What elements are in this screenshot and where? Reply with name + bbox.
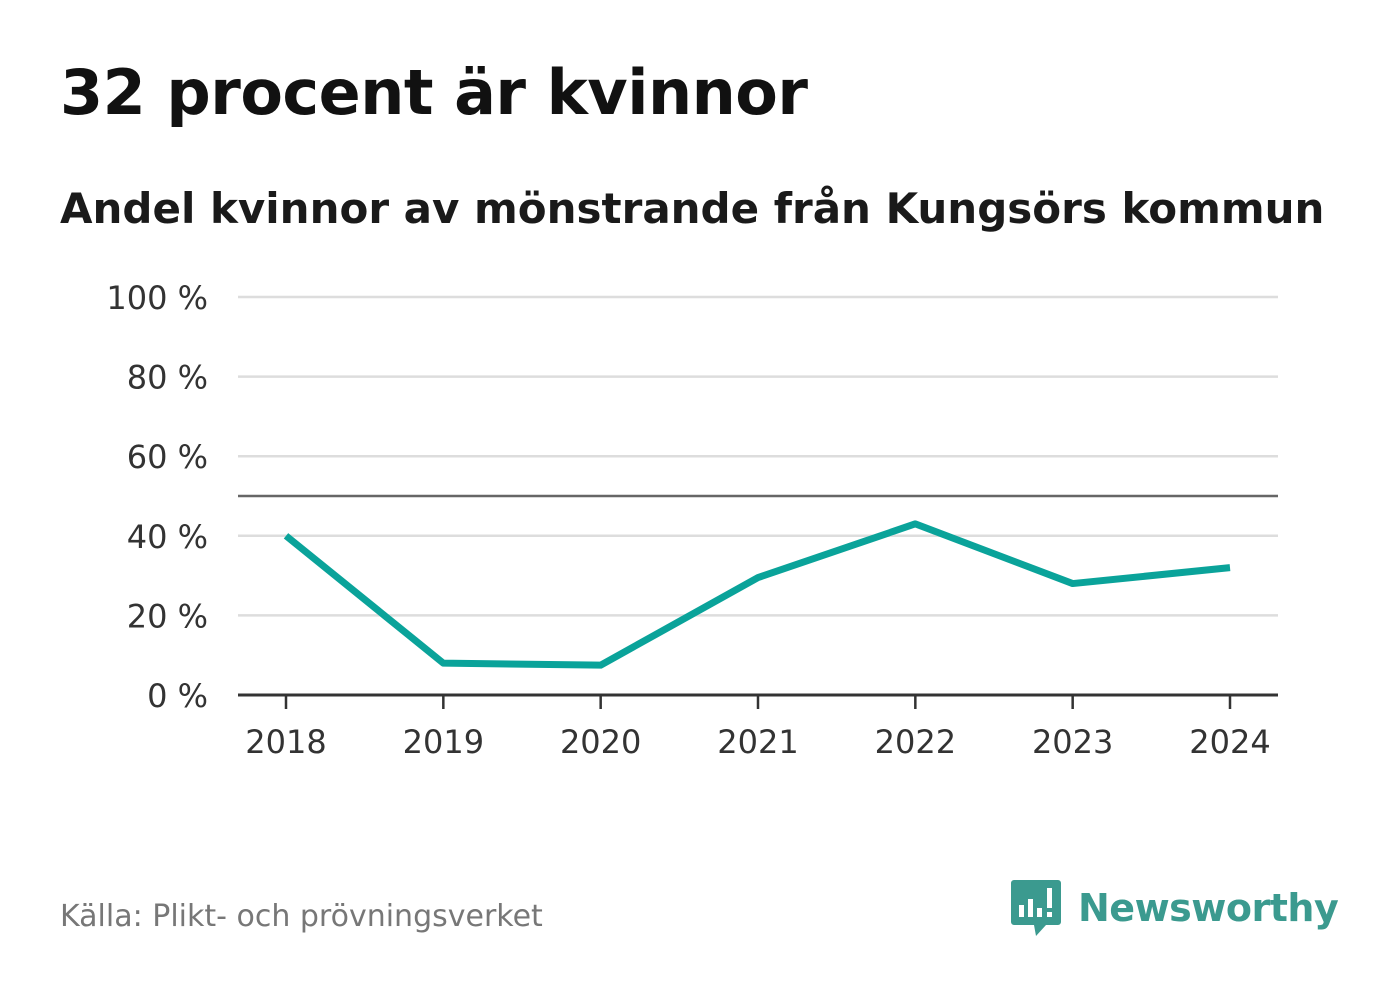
x-tick-label: 2021 [717, 723, 798, 761]
y-tick-label: 20 % [127, 597, 208, 635]
y-tick-label: 40 % [127, 518, 208, 556]
series-line [283, 520, 1231, 669]
y-tick-label: 80 % [127, 359, 208, 397]
y-tick-label: 100 % [106, 279, 208, 317]
chart-subtitle: Andel kvinnor av mönstrande från Kungsör… [60, 184, 1325, 233]
y-tick-label: 60 % [127, 438, 208, 476]
x-tick-label: 2023 [1032, 723, 1113, 761]
source-note: Källa: Plikt- och prövningsverket [60, 899, 543, 934]
x-tick-label: 2018 [245, 723, 326, 761]
y-tick-label: 0 % [147, 677, 208, 715]
brand-name: Newsworthy [1078, 886, 1339, 930]
chart-title: 32 procent är kvinnor [60, 56, 808, 129]
x-tick-label: 2020 [560, 723, 641, 761]
x-tick-label: 2024 [1189, 723, 1270, 761]
x-tick-label: 2019 [403, 723, 484, 761]
brand-logo: Newsworthy [1010, 878, 1339, 938]
x-tick-label: 2022 [875, 723, 956, 761]
bar-chart-speech-bubble-icon [1011, 880, 1061, 936]
